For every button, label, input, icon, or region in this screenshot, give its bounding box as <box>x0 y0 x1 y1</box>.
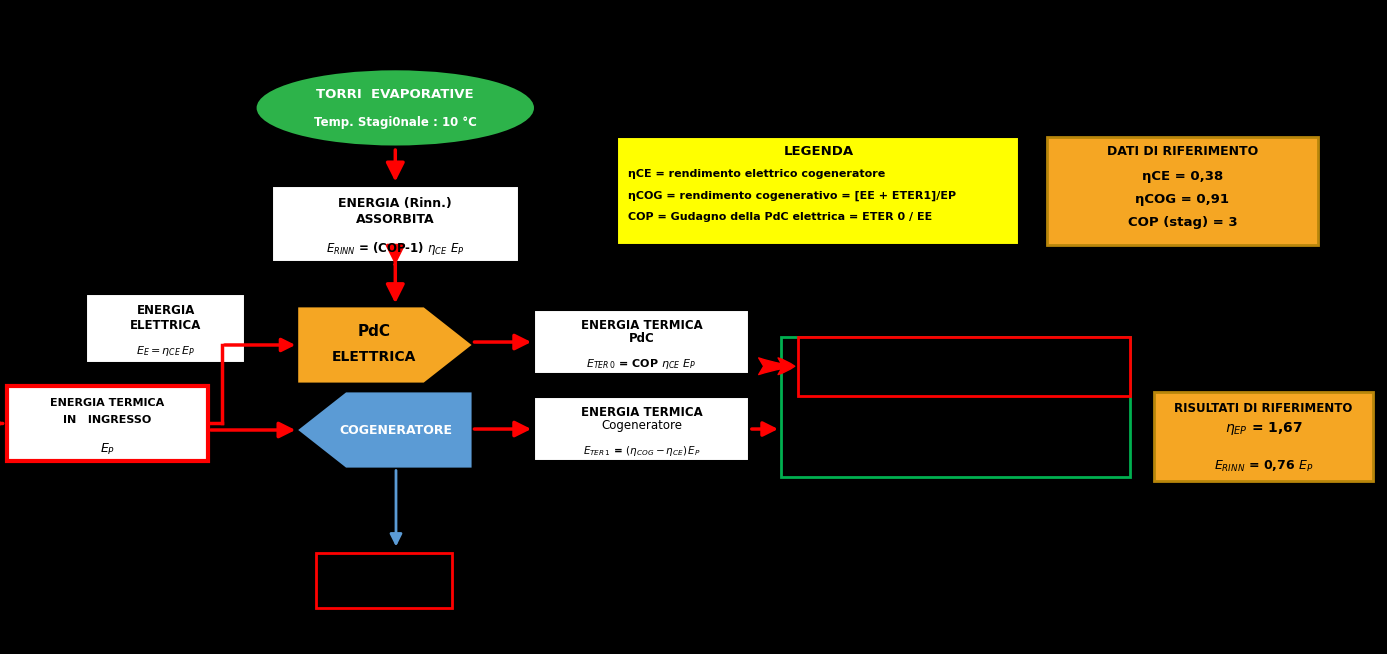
FancyBboxPatch shape <box>86 294 245 363</box>
Text: $E_{TER\,1}$ = $(\eta_{COG} - \eta_{CE})\,E_P$: $E_{TER\,1}$ = $(\eta_{COG} - \eta_{CE})… <box>583 443 700 458</box>
Text: ENERGIA TERMICA: ENERGIA TERMICA <box>581 318 702 332</box>
Text: PdC: PdC <box>358 324 390 339</box>
Text: Cogeneratore: Cogeneratore <box>601 419 682 432</box>
FancyBboxPatch shape <box>272 186 519 262</box>
Text: RISULTATI DI RIFERIMENTO: RISULTATI DI RIFERIMENTO <box>1175 402 1352 415</box>
Text: COGENERATORE: COGENERATORE <box>340 424 452 436</box>
FancyBboxPatch shape <box>1047 137 1318 245</box>
FancyBboxPatch shape <box>798 337 1130 396</box>
Text: ηCOG = 0,91: ηCOG = 0,91 <box>1136 193 1229 206</box>
Text: PdC: PdC <box>628 332 655 345</box>
Polygon shape <box>298 307 472 383</box>
Text: ASSORBITA: ASSORBITA <box>356 213 434 226</box>
Text: $E_P$: $E_P$ <box>100 441 115 457</box>
Polygon shape <box>298 392 472 468</box>
Text: DATI DI RIFERIMENTO: DATI DI RIFERIMENTO <box>1107 145 1258 158</box>
Text: ENERGIA TERMICA: ENERGIA TERMICA <box>50 398 165 408</box>
Text: $E_E = \eta_{CE}\,E_P$: $E_E = \eta_{CE}\,E_P$ <box>136 344 196 358</box>
Text: IN   INGRESSO: IN INGRESSO <box>64 415 151 425</box>
Text: $E_{TER\,0}$ = COP $\eta_{CE}$ $E_P$: $E_{TER\,0}$ = COP $\eta_{CE}$ $E_P$ <box>587 356 696 371</box>
Text: ELETTRICA: ELETTRICA <box>130 319 201 332</box>
Text: TORRI  EVAPORATIVE: TORRI EVAPORATIVE <box>316 88 474 101</box>
FancyBboxPatch shape <box>534 310 749 374</box>
FancyBboxPatch shape <box>781 337 1130 477</box>
FancyBboxPatch shape <box>7 386 208 461</box>
Text: ENERGIA TERMICA: ENERGIA TERMICA <box>581 405 702 419</box>
Text: Temp. Stagi0nale : 10 °C: Temp. Stagi0nale : 10 °C <box>313 116 477 129</box>
Text: ηCE = 0,38: ηCE = 0,38 <box>1142 170 1223 183</box>
FancyBboxPatch shape <box>316 553 452 608</box>
Text: ENERGIA (Rinn.): ENERGIA (Rinn.) <box>338 197 452 210</box>
Text: ELETTRICA: ELETTRICA <box>331 350 416 364</box>
Ellipse shape <box>257 70 534 145</box>
FancyBboxPatch shape <box>534 397 749 461</box>
Text: $E_{RINN}$ = (COP-1) $\eta_{CE}$ $E_P$: $E_{RINN}$ = (COP-1) $\eta_{CE}$ $E_P$ <box>326 240 465 257</box>
Text: ηCOG = rendimento cogenerativo = [EE + ETER1]/EP: ηCOG = rendimento cogenerativo = [EE + E… <box>628 191 957 201</box>
FancyBboxPatch shape <box>1154 392 1373 481</box>
Text: COP (stag) = 3: COP (stag) = 3 <box>1128 216 1237 229</box>
Text: ENERGIA: ENERGIA <box>136 304 196 317</box>
FancyBboxPatch shape <box>617 137 1019 245</box>
Text: COP = Gudagno della PdC elettrica = ETER 0 / EE: COP = Gudagno della PdC elettrica = ETER… <box>628 212 932 222</box>
Text: ηCE = rendimento elettrico cogeneratore: ηCE = rendimento elettrico cogeneratore <box>628 169 885 179</box>
Text: LEGENDA: LEGENDA <box>784 145 853 158</box>
Text: $\eta_{EP}$ = 1,67: $\eta_{EP}$ = 1,67 <box>1225 421 1302 437</box>
Text: $E_{RINN}$ = 0,76 $E_P$: $E_{RINN}$ = 0,76 $E_P$ <box>1214 458 1313 474</box>
